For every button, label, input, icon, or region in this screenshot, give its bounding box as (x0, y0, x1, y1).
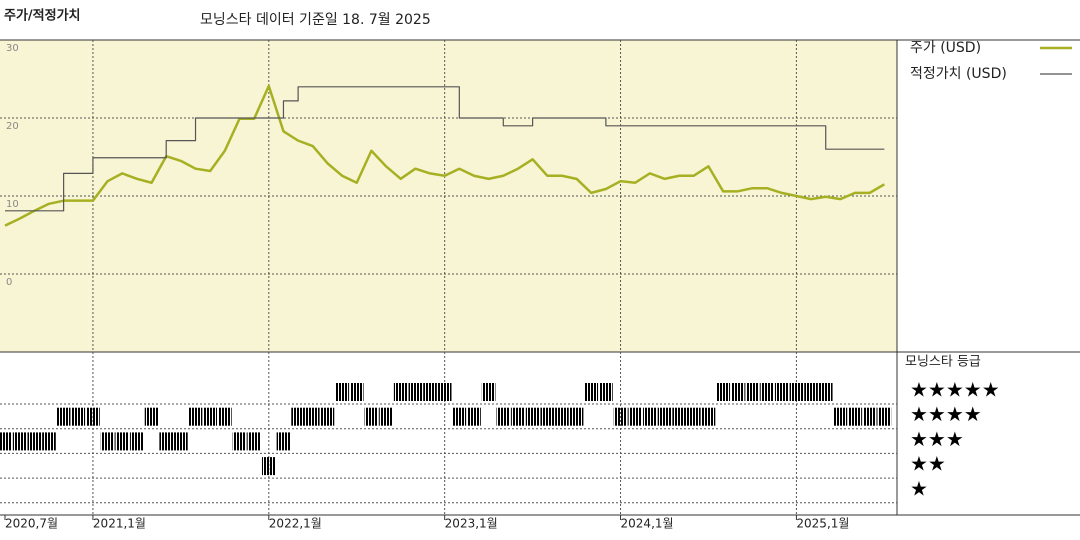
rating-bar (730, 383, 745, 401)
rating-bar (862, 407, 877, 426)
rating-bar (12, 432, 27, 451)
x-tick-label: 2022,1월 (269, 517, 322, 531)
series-line (4, 84, 885, 227)
legend-label: 주가 (USD) (910, 40, 981, 56)
x-tick-label: 2021,1월 (93, 517, 146, 531)
rating-bar (540, 407, 555, 426)
rating-bar (408, 383, 423, 401)
rating-bar (203, 407, 218, 426)
rating-bar (569, 407, 584, 426)
rating-bar (643, 407, 657, 426)
rating-bar (261, 457, 276, 476)
rating-bar (86, 407, 100, 426)
rating-bar (247, 432, 261, 451)
y-tick-label: 20 (6, 121, 19, 132)
rating-label: ★★★★★ (910, 378, 1000, 402)
rating-bar (672, 407, 686, 426)
y-tick-label: 30 (6, 43, 19, 54)
rating-bar (335, 383, 349, 401)
rating-bar (232, 432, 247, 451)
rating-bar (159, 432, 174, 451)
x-tick-label: 2025,1월 (796, 517, 849, 531)
rating-bar (716, 383, 730, 401)
rating-label: ★★★★ (910, 402, 982, 426)
y-tick-label: 10 (6, 199, 19, 210)
rating-bar (0, 432, 12, 451)
y-tick-label: 0 (6, 277, 12, 288)
rating-bar (877, 407, 892, 426)
rating-bar (701, 407, 716, 426)
rating-bar (584, 383, 599, 401)
rating-bar (291, 407, 305, 426)
rating-bar (115, 432, 130, 451)
rating-title: 모닝스타 등급 (905, 355, 981, 370)
rating-bar (423, 383, 437, 401)
rating-bar (481, 383, 496, 401)
rating-bar (760, 383, 774, 401)
rating-bar (144, 407, 159, 426)
rating-bar (305, 407, 320, 426)
rating-bar (657, 407, 672, 426)
rating-bar (56, 407, 71, 426)
legend-label: 적정가치 (USD) (910, 66, 1007, 82)
rating-bar (833, 407, 848, 426)
rating-bar (218, 407, 232, 426)
rating-bar (511, 407, 525, 426)
rating-label: ★★ (910, 452, 946, 476)
rating-bar (393, 383, 408, 401)
rating-bar (320, 407, 335, 426)
rating-bar (379, 407, 393, 426)
rating-bar (745, 383, 760, 401)
rating-bar (804, 383, 818, 401)
rating-bar (525, 407, 540, 426)
rating-bar (188, 407, 203, 426)
rating-bar (349, 383, 364, 401)
rating-bar (130, 432, 144, 451)
rating-bar (437, 383, 452, 401)
rating-bar (613, 407, 628, 426)
rating-label: ★★★ (910, 427, 964, 451)
rating-bar (27, 432, 42, 451)
chart-subtitle: 모닝스타 데이터 기준일 18. 7월 2025 (200, 12, 431, 28)
chart-title: 주가/적정가치 (4, 8, 81, 24)
rating-bar (71, 407, 86, 426)
rating-bar (848, 407, 862, 426)
rating-bar (686, 407, 701, 426)
rating-bar (628, 407, 643, 426)
rating-bar (452, 407, 467, 426)
rating-bar (818, 383, 833, 401)
rating-bar (599, 383, 613, 401)
x-tick-label: 2020,7월 (5, 517, 58, 531)
rating-label: ★ (910, 476, 928, 500)
rating-bar (42, 432, 56, 451)
rating-bar (467, 407, 481, 426)
rating-bar (789, 383, 804, 401)
x-tick-label: 2024,1월 (621, 517, 674, 531)
rating-bar (276, 432, 291, 451)
series-line (5, 86, 885, 212)
rating-bar (555, 407, 569, 426)
x-tick-label: 2023,1월 (445, 517, 498, 531)
rating-bar (774, 383, 789, 401)
rating-bar (174, 432, 188, 451)
rating-bar (100, 432, 115, 451)
rating-bar (496, 407, 511, 426)
rating-bar (364, 407, 379, 426)
